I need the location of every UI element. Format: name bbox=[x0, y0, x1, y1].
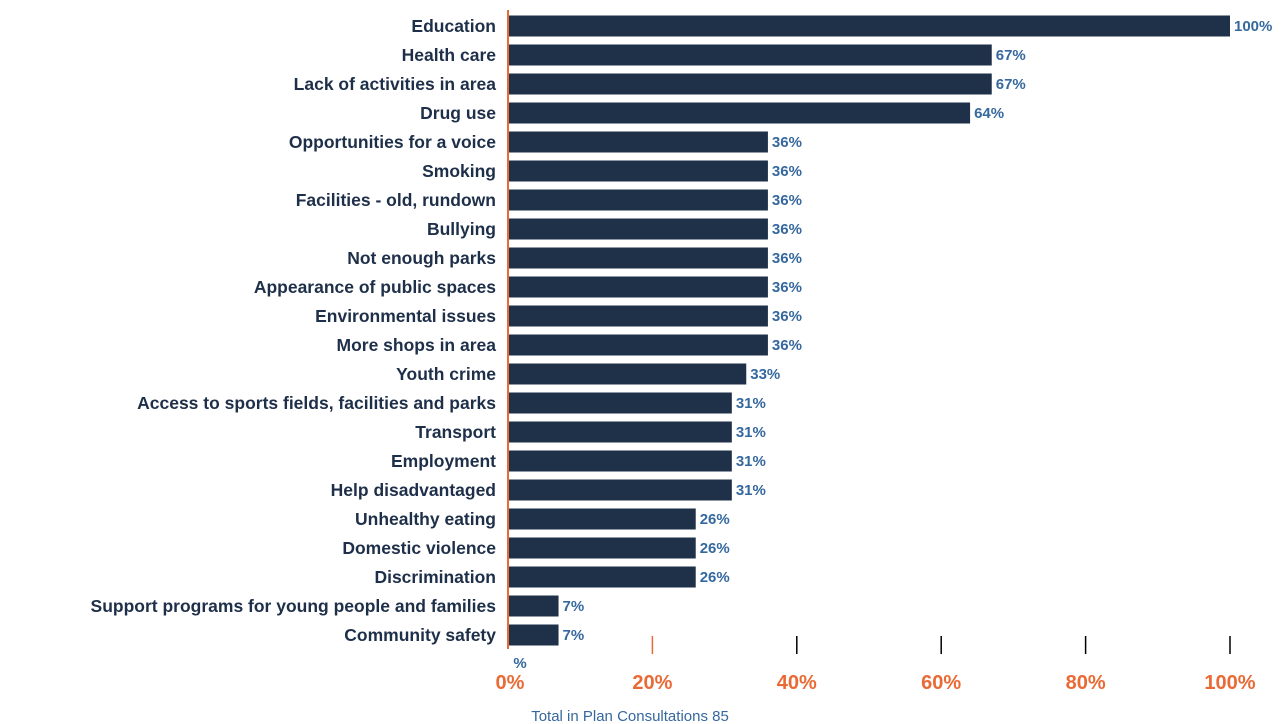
value-label: 100% bbox=[1234, 18, 1272, 35]
value-label: 36% bbox=[772, 221, 802, 238]
x-tick-label: 100% bbox=[1204, 672, 1255, 694]
category-label: Lack of activities in area bbox=[294, 74, 497, 94]
bar bbox=[508, 624, 559, 646]
value-label: 33% bbox=[750, 366, 780, 383]
category-label: Not enough parks bbox=[347, 248, 496, 268]
bar bbox=[508, 334, 768, 356]
bar bbox=[508, 537, 696, 559]
category-label: Appearance of public spaces bbox=[254, 277, 496, 297]
bar bbox=[508, 363, 747, 385]
category-label: Access to sports fields, facilities and … bbox=[137, 393, 496, 413]
category-label: Help disadvantaged bbox=[331, 480, 496, 500]
category-label: Youth crime bbox=[396, 364, 496, 384]
category-label: Transport bbox=[415, 422, 496, 442]
category-label: Smoking bbox=[422, 161, 496, 181]
bar bbox=[508, 479, 732, 501]
value-label: 36% bbox=[772, 134, 802, 151]
value-label: 36% bbox=[772, 163, 802, 180]
category-label: Support programs for young people and fa… bbox=[91, 596, 497, 616]
x-tick-label: 40% bbox=[777, 672, 817, 694]
bar bbox=[508, 566, 696, 588]
bar bbox=[508, 131, 768, 153]
value-label: 7% bbox=[563, 598, 585, 615]
value-label: 36% bbox=[772, 337, 802, 354]
value-label: 36% bbox=[772, 308, 802, 325]
bar bbox=[508, 247, 768, 269]
value-label: 26% bbox=[700, 569, 730, 586]
value-label: 67% bbox=[996, 47, 1026, 64]
bar bbox=[508, 305, 768, 327]
bar bbox=[508, 595, 559, 617]
bar bbox=[508, 189, 768, 211]
bar bbox=[508, 508, 696, 530]
x-tick-label: 80% bbox=[1066, 672, 1106, 694]
category-label: Health care bbox=[402, 45, 497, 65]
bar bbox=[508, 73, 992, 95]
x-tick-label: 0% bbox=[496, 672, 525, 694]
category-label: Discrimination bbox=[374, 567, 496, 587]
category-label: Domestic violence bbox=[342, 538, 496, 558]
category-label: Education bbox=[411, 16, 496, 36]
bar bbox=[508, 218, 768, 240]
value-label: 67% bbox=[996, 76, 1026, 93]
bar bbox=[508, 392, 732, 414]
bar bbox=[508, 160, 768, 182]
bar bbox=[508, 44, 992, 66]
x-axis-unit-label: % bbox=[513, 655, 526, 672]
bar bbox=[508, 421, 732, 443]
x-axis: 0% 20% 40% 60% 80% 100% bbox=[496, 10, 1256, 694]
category-label: Facilities - old, rundown bbox=[296, 190, 496, 210]
bar bbox=[508, 102, 971, 124]
value-label: 31% bbox=[736, 395, 766, 412]
category-label: More shops in area bbox=[337, 335, 497, 355]
category-label: Environmental issues bbox=[315, 306, 496, 326]
bars-layer bbox=[508, 15, 1230, 646]
bar bbox=[508, 450, 732, 472]
value-label: 31% bbox=[736, 453, 766, 470]
footnote: Total in Plan Consultations 85 bbox=[531, 708, 729, 724]
category-label: Unhealthy eating bbox=[355, 509, 496, 529]
category-label: Community safety bbox=[344, 625, 496, 645]
value-label: 36% bbox=[772, 192, 802, 209]
x-tick-label: 20% bbox=[632, 672, 672, 694]
category-label: Bullying bbox=[427, 219, 496, 239]
value-label: 36% bbox=[772, 279, 802, 296]
value-label: 26% bbox=[700, 540, 730, 557]
category-label: Opportunities for a voice bbox=[289, 132, 496, 152]
bar bbox=[508, 276, 768, 298]
bar bbox=[508, 15, 1230, 37]
value-label: 31% bbox=[736, 482, 766, 499]
category-labels: Education Health care Lack of activities i… bbox=[91, 16, 497, 645]
value-label: 64% bbox=[974, 105, 1004, 122]
x-tick-label: 60% bbox=[921, 672, 961, 694]
value-label: 26% bbox=[700, 511, 730, 528]
value-labels: 100% 67% 67% 64% 36% 36% 36% 36% 36% 36% 36% 36% 33%… bbox=[563, 18, 1273, 644]
category-label: Drug use bbox=[420, 103, 496, 123]
value-label: 36% bbox=[772, 250, 802, 267]
category-label: Employment bbox=[391, 451, 496, 471]
value-label: 7% bbox=[563, 627, 585, 644]
value-label: 31% bbox=[736, 424, 766, 441]
